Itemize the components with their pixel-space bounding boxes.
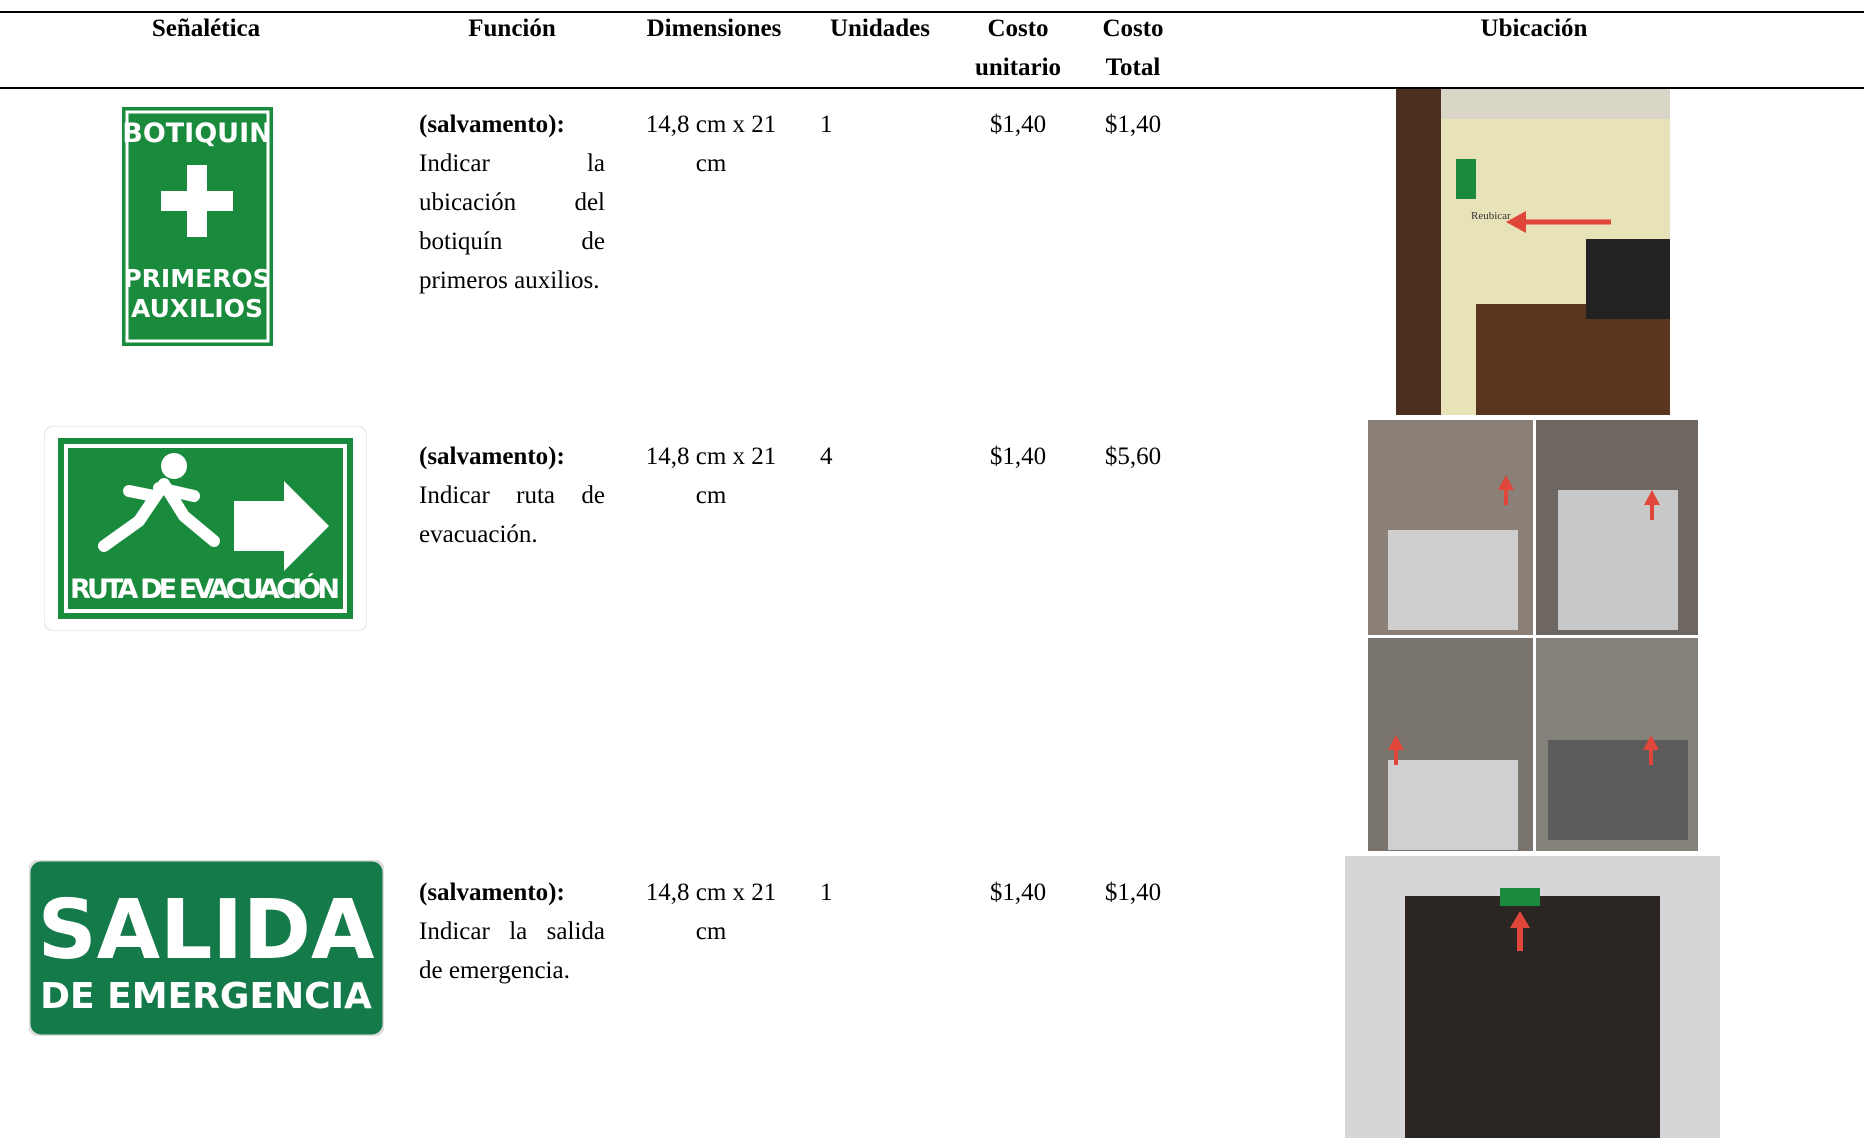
dimensions-cell: 14,8 cm x 21 cm bbox=[645, 879, 777, 945]
column-header: Función bbox=[468, 15, 556, 42]
sign-text: BOTIQUIN bbox=[122, 118, 272, 149]
units-cell: 1 bbox=[820, 879, 833, 906]
sign-text: RUTA DE EVACUACIÓN bbox=[70, 573, 340, 605]
sign-text: SALIDA bbox=[38, 883, 375, 978]
total-cost-cell: $5,60 bbox=[1104, 443, 1162, 470]
units-cell: 4 bbox=[820, 443, 833, 470]
sign-text: PRIMEROS bbox=[123, 264, 270, 293]
function-text: Indicar ruta de evacuación. bbox=[419, 482, 605, 548]
function-label: (salvamento): bbox=[419, 111, 565, 138]
photo-location: Reubicar bbox=[1396, 89, 1670, 415]
function-text: Indicar la salida de emergencia. bbox=[419, 918, 605, 984]
sign-evacuation: RUTA DE EVACUACIÓN bbox=[44, 426, 367, 631]
dimensions-cell: 14,8 cm x 21 cm bbox=[645, 111, 777, 177]
total-cost-cell: $1,40 bbox=[1104, 111, 1162, 138]
unit-cost-cell: $1,40 bbox=[989, 111, 1047, 138]
sign-exit: SALIDA DE EMERGENCIA bbox=[29, 860, 384, 1036]
photo-location bbox=[1368, 420, 1698, 851]
total-cost-cell: $1,40 bbox=[1104, 879, 1162, 906]
photo-note: Reubicar bbox=[1471, 210, 1511, 222]
photo-location bbox=[1345, 856, 1720, 1138]
function-label: (salvamento): bbox=[419, 443, 565, 470]
unit-cost-cell: $1,40 bbox=[989, 879, 1047, 906]
column-header: Ubicación bbox=[1480, 15, 1588, 42]
function-text: Indicar la ubicación del botiquín de pri… bbox=[419, 150, 605, 294]
sign-text: DE EMERGENCIA bbox=[40, 976, 372, 1017]
function-cell: (salvamento): Indicar ruta de evacuación. bbox=[419, 437, 605, 554]
column-header: Costo Total bbox=[1102, 15, 1164, 81]
header-rule bbox=[0, 87, 1864, 89]
units-cell: 1 bbox=[820, 111, 833, 138]
column-header: Dimensiones bbox=[646, 15, 782, 42]
column-header: Señalética bbox=[151, 15, 261, 42]
function-label: (salvamento): bbox=[419, 879, 565, 906]
column-header: Unidades bbox=[829, 15, 931, 42]
dimensions-cell: 14,8 cm x 21 cm bbox=[645, 443, 777, 509]
unit-cost-cell: $1,40 bbox=[989, 443, 1047, 470]
sign-first-aid: BOTIQUIN PRIMEROS AUXILIOS bbox=[122, 107, 273, 346]
function-cell: (salvamento): Indicar la salida de emerge… bbox=[419, 873, 605, 990]
column-header: Costo unitario bbox=[974, 15, 1062, 81]
sign-text: AUXILIOS bbox=[131, 294, 263, 323]
top-rule bbox=[0, 11, 1864, 13]
function-cell: (salvamento): Indicar la ubicación del bo… bbox=[419, 105, 605, 300]
